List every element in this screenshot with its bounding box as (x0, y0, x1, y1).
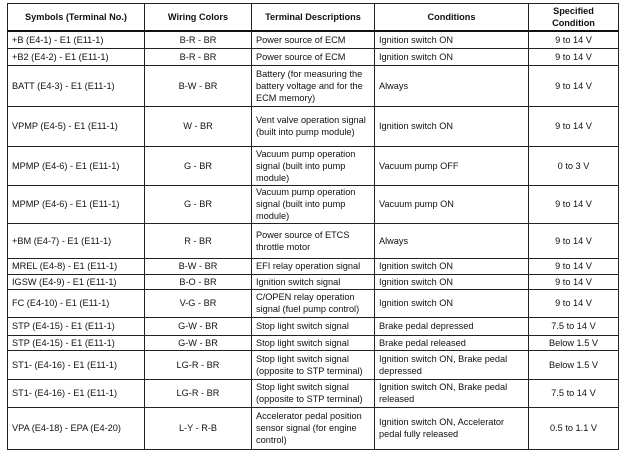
cell-condition: Always (374, 222, 529, 259)
cell-specified-condition: 9 to 14 V (528, 105, 619, 147)
table-row: ST1- (E4-16) - E1 (E11-1) LG-R - BR Stop l… (7, 378, 619, 408)
cell-wiring-color: V-G - BR (144, 288, 252, 318)
cell-specified-condition: 7.5 to 14 V (528, 316, 619, 336)
cell-symbol: +B2 (E4-2) - E1 (E11-1) (7, 47, 145, 66)
cell-condition: Ignition switch ON, Accelerator pedal fu… (374, 406, 529, 450)
cell-specified-condition: 7.5 to 14 V (528, 378, 619, 408)
cell-wiring-color: L-Y - R-B (144, 406, 252, 450)
cell-condition: Vacuum pump OFF (374, 145, 529, 186)
table-row: MPMP (E4-6) - E1 (E11-1) G - BR Vacuum pum… (7, 145, 619, 186)
cell-condition: Ignition switch ON (374, 257, 529, 275)
cell-condition: Brake pedal depressed (374, 316, 529, 336)
cell-condition: Ignition switch ON (374, 273, 529, 290)
cell-description: Power source of ECM (251, 47, 375, 66)
cell-description: Stop light switch signal (251, 334, 375, 351)
cell-condition: Vacuum pump ON (374, 184, 529, 224)
cell-description: Vacuum pump operation signal (built into… (251, 184, 375, 224)
cell-symbol: ST1- (E4-16) - E1 (E11-1) (7, 378, 145, 408)
cell-description: Vent valve operation signal (built into … (251, 105, 375, 147)
cell-wiring-color: B-W - BR (144, 64, 252, 107)
header-symbols: Symbols (Terminal No.) (7, 3, 145, 32)
cell-wiring-color: G - BR (144, 184, 252, 224)
cell-symbol: ST1- (E4-16) - E1 (E11-1) (7, 349, 145, 380)
cell-specified-condition: 9 to 14 V (528, 257, 619, 275)
cell-symbol: FC (E4-10) - E1 (E11-1) (7, 288, 145, 318)
cell-specified-condition: 0 to 3 V (528, 145, 619, 186)
header-conditions: Conditions (374, 3, 529, 32)
cell-description: Vacuum pump operation signal (built into… (251, 145, 375, 186)
cell-wiring-color: LG-R - BR (144, 349, 252, 380)
cell-condition: Always (374, 64, 529, 107)
cell-symbol: MREL (E4-8) - E1 (E11-1) (7, 257, 145, 275)
cell-symbol: +B (E4-1) - E1 (E11-1) (7, 30, 145, 49)
terminal-spec-table: Symbols (Terminal No.) Wiring Colors Ter… (7, 3, 619, 450)
table-row: STP (E4-15) - E1 (E11-1) G-W - BR Stop lig… (7, 316, 619, 336)
cell-specified-condition: 9 to 14 V (528, 184, 619, 224)
header-row: Symbols (Terminal No.) Wiring Colors Ter… (7, 3, 619, 32)
cell-specified-condition: 9 to 14 V (528, 288, 619, 318)
cell-wiring-color: R - BR (144, 222, 252, 259)
cell-condition: Ignition switch ON, Brake pedal depresse… (374, 349, 529, 380)
cell-description: C/OPEN relay operation signal (fuel pump… (251, 288, 375, 318)
cell-symbol: VPA (E4-18) - EPA (E4-20) (7, 406, 145, 450)
cell-description: Stop light switch signal (opposite to ST… (251, 349, 375, 380)
cell-specified-condition: 9 to 14 V (528, 222, 619, 259)
cell-description: Power source of ECM (251, 30, 375, 49)
cell-wiring-color: G - BR (144, 145, 252, 186)
header-terminal-descriptions: Terminal Descriptions (251, 3, 375, 32)
cell-specified-condition: 9 to 14 V (528, 30, 619, 49)
cell-wiring-color: W - BR (144, 105, 252, 147)
table-row: FC (E4-10) - E1 (E11-1) V-G - BR C/OPEN re… (7, 288, 619, 318)
cell-specified-condition: 9 to 14 V (528, 47, 619, 66)
table-row: STP (E4-15) - E1 (E11-1) G-W - BR Stop lig… (7, 334, 619, 351)
cell-symbol: VPMP (E4-5) - E1 (E11-1) (7, 105, 145, 147)
cell-description: Stop light switch signal (opposite to ST… (251, 378, 375, 408)
cell-description: EFI relay operation signal (251, 257, 375, 275)
cell-specified-condition: 9 to 14 V (528, 273, 619, 290)
cell-wiring-color: B-W - BR (144, 257, 252, 275)
cell-symbol: +BM (E4-7) - E1 (E11-1) (7, 222, 145, 259)
cell-description: Battery (for measuring the battery volta… (251, 64, 375, 107)
cell-condition: Ignition switch ON, Brake pedal released (374, 378, 529, 408)
cell-wiring-color: LG-R - BR (144, 378, 252, 408)
table-row: BATT (E4-3) - E1 (E11-1) B-W - BR Battery … (7, 64, 619, 107)
cell-symbol: IGSW (E4-9) - E1 (E11-1) (7, 273, 145, 290)
cell-description: Accelerator pedal position sensor signal… (251, 406, 375, 450)
cell-condition: Ignition switch ON (374, 288, 529, 318)
cell-wiring-color: B-O - BR (144, 273, 252, 290)
table-row: IGSW (E4-9) - E1 (E11-1) B-O - BR Ignition… (7, 273, 619, 290)
cell-description: Power source of ETCS throttle motor (251, 222, 375, 259)
cell-symbol: STP (E4-15) - E1 (E11-1) (7, 334, 145, 351)
cell-symbol: MPMP (E4-6) - E1 (E11-1) (7, 145, 145, 186)
cell-symbol: BATT (E4-3) - E1 (E11-1) (7, 64, 145, 107)
cell-wiring-color: G-W - BR (144, 316, 252, 336)
table-row: MREL (E4-8) - E1 (E11-1) B-W - BR EFI rela… (7, 257, 619, 275)
table-row: VPMP (E4-5) - E1 (E11-1) W - BR Vent valve… (7, 105, 619, 147)
table-row: ST1- (E4-16) - E1 (E11-1) LG-R - BR Stop l… (7, 349, 619, 380)
cell-wiring-color: B-R - BR (144, 30, 252, 49)
cell-condition: Ignition switch ON (374, 47, 529, 66)
header-wiring-colors: Wiring Colors (144, 3, 252, 32)
table-row: +BM (E4-7) - E1 (E11-1) R - BR Power sourc… (7, 222, 619, 259)
cell-symbol: STP (E4-15) - E1 (E11-1) (7, 316, 145, 336)
header-specified-condition: Specified Condition (528, 3, 619, 32)
cell-condition: Brake pedal released (374, 334, 529, 351)
table-row: MPMP (E4-6) - E1 (E11-1) G - BR Vacuum pum… (7, 184, 619, 224)
table-row: +B (E4-1) - E1 (E11-1) B-R - BR Power sour… (7, 30, 619, 49)
table-row: VPA (E4-18) - EPA (E4-20) L-Y - R-B Accele… (7, 406, 619, 450)
cell-specified-condition: 0.5 to 1.1 V (528, 406, 619, 450)
cell-condition: Ignition switch ON (374, 30, 529, 49)
cell-specified-condition: 9 to 14 V (528, 64, 619, 107)
table-row: +B2 (E4-2) - E1 (E11-1) B-R - BR Power sou… (7, 47, 619, 66)
cell-symbol: MPMP (E4-6) - E1 (E11-1) (7, 184, 145, 224)
cell-condition: Ignition switch ON (374, 105, 529, 147)
cell-specified-condition: Below 1.5 V (528, 334, 619, 351)
cell-wiring-color: B-R - BR (144, 47, 252, 66)
cell-description: Stop light switch signal (251, 316, 375, 336)
cell-specified-condition: Below 1.5 V (528, 349, 619, 380)
cell-description: Ignition switch signal (251, 273, 375, 290)
cell-wiring-color: G-W - BR (144, 334, 252, 351)
